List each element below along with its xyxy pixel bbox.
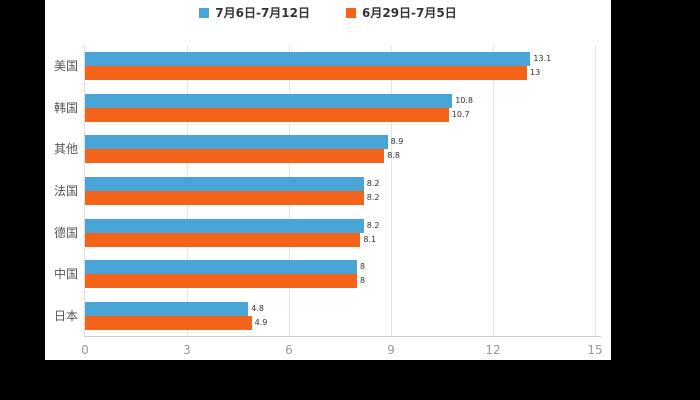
category-label: 美国 bbox=[53, 58, 78, 73]
bar-value-label: 8 bbox=[360, 276, 366, 286]
bar-value-label: 4.8 bbox=[251, 304, 264, 314]
bar[interactable] bbox=[85, 135, 388, 150]
bar-value-label: 4.9 bbox=[254, 318, 268, 328]
bar-value-label: 10.7 bbox=[451, 109, 470, 119]
category-label: 韩国 bbox=[53, 100, 78, 115]
bar[interactable] bbox=[85, 218, 364, 233]
x-tick-label: 0 bbox=[81, 343, 89, 357]
bar[interactable] bbox=[85, 149, 385, 164]
gridline bbox=[493, 45, 494, 336]
x-tick-label: 9 bbox=[387, 343, 395, 357]
legend-item[interactable]: 6月29日-7月5日 bbox=[346, 7, 457, 19]
bar-value-label: 8 bbox=[360, 262, 366, 272]
legend-swatch bbox=[199, 8, 210, 18]
category-label: 法国 bbox=[53, 184, 78, 198]
x-tick-label: 3 bbox=[183, 343, 191, 357]
bar-value-label: 8.2 bbox=[366, 193, 380, 202]
bar[interactable] bbox=[85, 93, 453, 108]
bar[interactable] bbox=[85, 316, 252, 331]
bar[interactable] bbox=[85, 107, 449, 122]
bar[interactable] bbox=[85, 65, 527, 80]
gridline bbox=[595, 45, 596, 336]
category-label: 德国 bbox=[53, 225, 78, 240]
bar-value-label: 8.9 bbox=[390, 137, 404, 147]
bar-value-label: 10.8 bbox=[455, 95, 473, 105]
bar[interactable] bbox=[85, 302, 249, 317]
bar-value-label: 8.2 bbox=[366, 179, 380, 188]
bar-value-label: 8.8 bbox=[387, 151, 400, 161]
bar-value-label: 8.1 bbox=[363, 234, 377, 244]
legend-item[interactable]: 7月6日-7月12日 bbox=[199, 7, 310, 19]
category-label: 日本 bbox=[53, 309, 78, 324]
legend-swatch bbox=[346, 8, 356, 18]
bar[interactable] bbox=[85, 274, 357, 289]
legend-label: 7月6日-7月12日 bbox=[215, 6, 310, 20]
x-tick-label: 6 bbox=[285, 343, 293, 357]
bar-value-label: 13.1 bbox=[533, 53, 552, 63]
legend-label: 6月29日-7月5日 bbox=[362, 6, 457, 20]
x-tick-label: 12 bbox=[485, 343, 501, 357]
bar-chart: 7月6日-7月12日 6月29日-7月5日 0 3 6 9 12 15 13.1 13 10.8 1… bbox=[45, 0, 611, 360]
bar[interactable] bbox=[85, 177, 364, 191]
bar-value-label: 13 bbox=[530, 67, 541, 77]
category-label: 其他 bbox=[53, 142, 78, 157]
bar[interactable] bbox=[85, 191, 364, 205]
bar[interactable] bbox=[85, 232, 361, 247]
x-tick-label: 15 bbox=[587, 343, 603, 357]
gridline bbox=[391, 45, 392, 336]
legend: 7月6日-7月12日 6月29日-7月5日 bbox=[45, 7, 611, 19]
bar[interactable] bbox=[85, 260, 357, 275]
plot-area: 0 3 6 9 12 15 13.1 13 10.8 10.7 8.9 8.8 8.2 8.2 8.2 8.1… bbox=[81, 45, 603, 357]
category-label: 中国 bbox=[53, 267, 78, 282]
bar-value-label: 8.2 bbox=[366, 220, 380, 230]
bar[interactable] bbox=[85, 51, 531, 66]
